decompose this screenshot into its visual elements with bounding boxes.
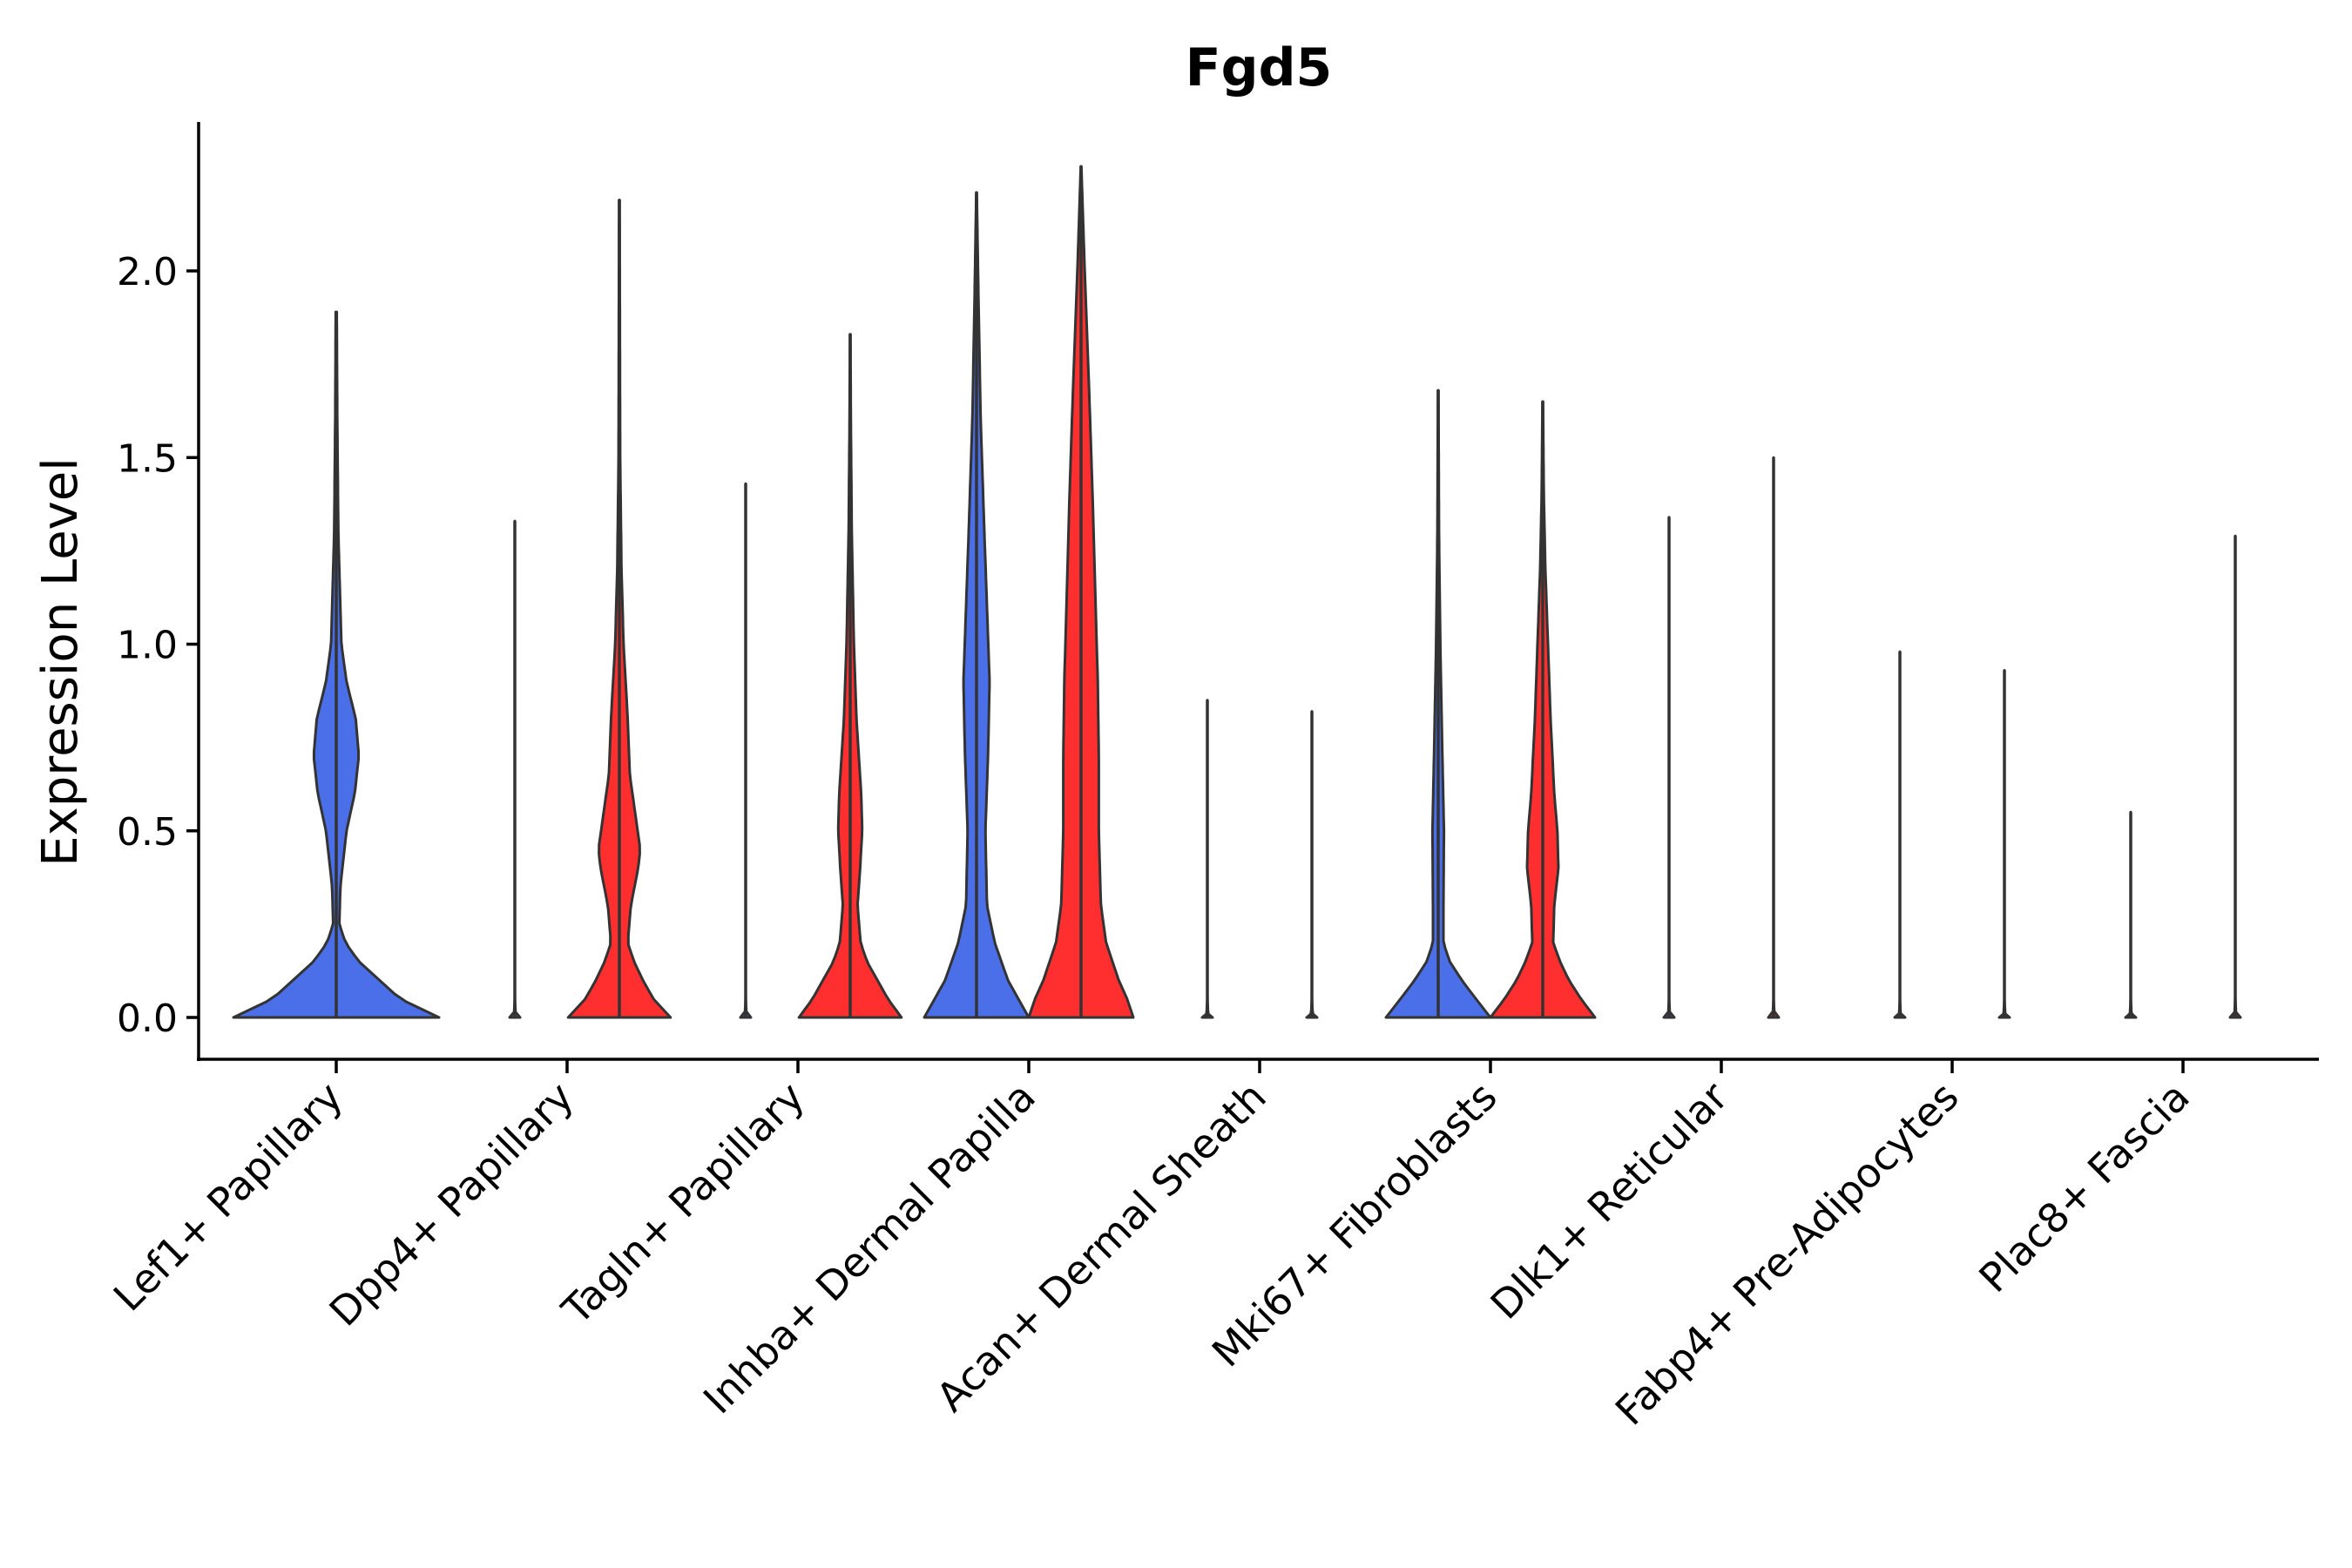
y-tick-label: 1.5 (117, 436, 178, 481)
y-tick-label: 0.5 (117, 810, 178, 855)
y-tick-label: 0.0 (117, 997, 178, 1041)
plot-area (232, 165, 2242, 1019)
y-axis-ticks: 0.0 0.5 1.0 1.5 2.0 (117, 250, 199, 1041)
chart-title: Fgd5 (1186, 37, 1333, 98)
y-tick-label: 1.0 (117, 624, 178, 668)
y-axis-label: Expression Level (32, 457, 89, 867)
y-tick-label: 2.0 (117, 250, 178, 294)
